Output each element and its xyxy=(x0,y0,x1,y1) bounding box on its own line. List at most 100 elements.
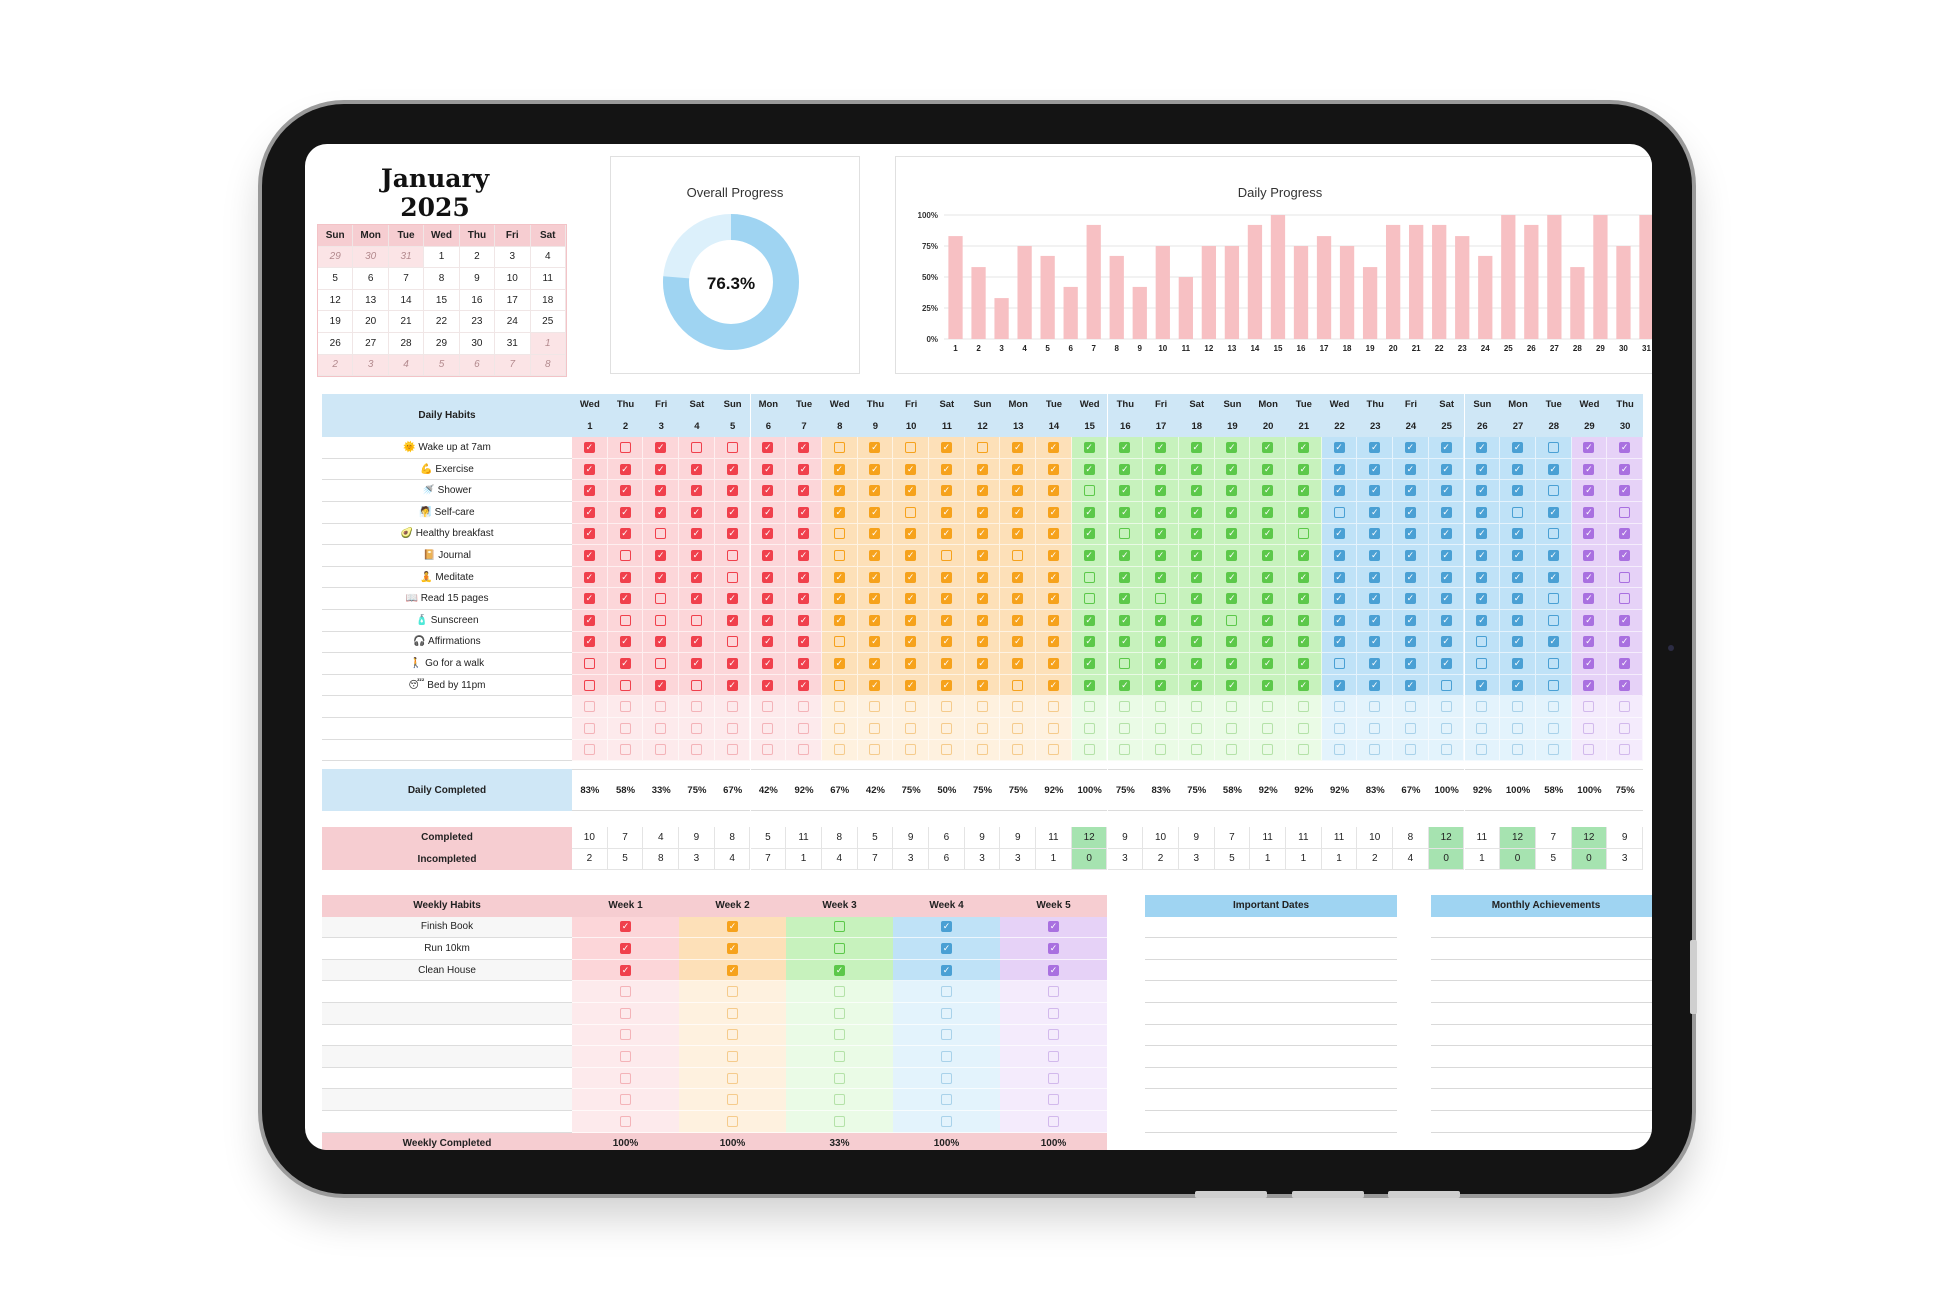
checkbox-empty[interactable] xyxy=(1262,701,1274,713)
calendar-day[interactable]: 28 xyxy=(388,332,425,355)
checkbox-empty[interactable] xyxy=(1297,528,1309,540)
checkbox-checked[interactable]: ✓ xyxy=(1047,614,1059,626)
checkbox-checked[interactable]: ✓ xyxy=(1369,485,1381,497)
checkbox-empty[interactable] xyxy=(834,1072,845,1084)
checkbox-checked[interactable]: ✓ xyxy=(1226,636,1238,648)
checkbox-checked[interactable]: ✓ xyxy=(1583,679,1595,691)
checkbox-checked[interactable]: ✓ xyxy=(1226,463,1238,475)
habit-name-empty[interactable] xyxy=(322,696,572,718)
checkbox-empty[interactable] xyxy=(1119,701,1131,713)
checkbox-checked[interactable]: ✓ xyxy=(583,636,595,648)
checkbox-checked[interactable]: ✓ xyxy=(690,657,702,669)
checkbox-checked[interactable]: ✓ xyxy=(869,571,881,583)
checkbox-empty[interactable] xyxy=(869,744,881,756)
calendar-day[interactable]: 15 xyxy=(424,289,460,312)
note-line[interactable] xyxy=(1431,938,1652,960)
checkbox-checked[interactable]: ✓ xyxy=(1512,485,1524,497)
checkbox-empty[interactable] xyxy=(690,722,702,734)
checkbox-checked[interactable]: ✓ xyxy=(940,441,952,453)
weekly-habit-name-empty[interactable] xyxy=(322,1111,572,1133)
checkbox-checked[interactable]: ✓ xyxy=(1297,679,1309,691)
checkbox-checked[interactable]: ✓ xyxy=(1512,463,1524,475)
checkbox-checked[interactable]: ✓ xyxy=(1476,528,1488,540)
checkbox-checked[interactable]: ✓ xyxy=(619,636,631,648)
weekly-habit-name-empty[interactable] xyxy=(322,1067,572,1090)
checkbox-checked[interactable]: ✓ xyxy=(1083,614,1095,626)
checkbox-checked[interactable]: ✓ xyxy=(1297,549,1309,561)
checkbox-empty[interactable] xyxy=(833,636,845,648)
checkbox-empty[interactable] xyxy=(1012,722,1024,734)
checkbox-checked[interactable]: ✓ xyxy=(1262,657,1274,669)
checkbox-checked[interactable]: ✓ xyxy=(1440,485,1452,497)
checkbox-checked[interactable]: ✓ xyxy=(834,964,845,976)
checkbox-empty[interactable] xyxy=(690,701,702,713)
checkbox-checked[interactable]: ✓ xyxy=(655,636,667,648)
checkbox-empty[interactable] xyxy=(1048,1029,1059,1041)
checkbox-empty[interactable] xyxy=(583,657,595,669)
habit-name[interactable]: 🌞 Wake up at 7am xyxy=(322,437,572,459)
checkbox-checked[interactable]: ✓ xyxy=(1512,636,1524,648)
checkbox-checked[interactable]: ✓ xyxy=(1297,506,1309,518)
checkbox-empty[interactable] xyxy=(620,1050,631,1062)
checkbox-checked[interactable]: ✓ xyxy=(976,485,988,497)
checkbox-empty[interactable] xyxy=(620,1029,631,1041)
checkbox-checked[interactable]: ✓ xyxy=(976,593,988,605)
checkbox-empty[interactable] xyxy=(1119,528,1131,540)
checkbox-checked[interactable]: ✓ xyxy=(1119,614,1131,626)
checkbox-checked[interactable]: ✓ xyxy=(690,549,702,561)
checkbox-checked[interactable]: ✓ xyxy=(1476,463,1488,475)
checkbox-checked[interactable]: ✓ xyxy=(869,485,881,497)
checkbox-checked[interactable]: ✓ xyxy=(1333,614,1345,626)
habit-name[interactable]: 😴 Bed by 11pm xyxy=(322,675,572,697)
checkbox-checked[interactable]: ✓ xyxy=(1476,571,1488,583)
checkbox-checked[interactable]: ✓ xyxy=(1262,636,1274,648)
checkbox-checked[interactable]: ✓ xyxy=(1047,571,1059,583)
checkbox-checked[interactable]: ✓ xyxy=(1190,549,1202,561)
checkbox-checked[interactable]: ✓ xyxy=(833,506,845,518)
checkbox-empty[interactable] xyxy=(940,722,952,734)
checkbox-empty[interactable] xyxy=(798,744,810,756)
checkbox-checked[interactable]: ✓ xyxy=(1083,463,1095,475)
calendar-day[interactable]: 21 xyxy=(388,311,425,333)
checkbox-checked[interactable]: ✓ xyxy=(1083,679,1095,691)
checkbox-checked[interactable]: ✓ xyxy=(655,549,667,561)
calendar-day[interactable]: 14 xyxy=(388,289,425,312)
checkbox-empty[interactable] xyxy=(690,744,702,756)
checkbox-checked[interactable]: ✓ xyxy=(1369,593,1381,605)
checkbox-empty[interactable] xyxy=(1297,722,1309,734)
checkbox-checked[interactable]: ✓ xyxy=(583,485,595,497)
checkbox-checked[interactable]: ✓ xyxy=(1333,528,1345,540)
checkbox-checked[interactable]: ✓ xyxy=(1190,463,1202,475)
checkbox-empty[interactable] xyxy=(869,722,881,734)
checkbox-checked[interactable]: ✓ xyxy=(1226,485,1238,497)
checkbox-empty[interactable] xyxy=(1476,701,1488,713)
checkbox-empty[interactable] xyxy=(1048,1115,1059,1127)
checkbox-empty[interactable] xyxy=(1476,636,1488,648)
note-line[interactable] xyxy=(1431,1046,1652,1068)
checkbox-empty[interactable] xyxy=(655,528,667,540)
calendar-day[interactable]: 31 xyxy=(495,332,531,355)
weekly-habit-name[interactable]: Run 10km xyxy=(322,938,572,960)
checkbox-checked[interactable]: ✓ xyxy=(762,506,774,518)
checkbox-empty[interactable] xyxy=(905,441,917,453)
note-line[interactable] xyxy=(1145,1003,1397,1025)
checkbox-checked[interactable]: ✓ xyxy=(620,921,631,933)
checkbox-checked[interactable]: ✓ xyxy=(940,485,952,497)
checkbox-empty[interactable] xyxy=(1083,593,1095,605)
note-line[interactable] xyxy=(1431,1089,1652,1111)
checkbox-empty[interactable] xyxy=(869,701,881,713)
checkbox-empty[interactable] xyxy=(1333,701,1345,713)
checkbox-empty[interactable] xyxy=(583,722,595,734)
checkbox-checked[interactable]: ✓ xyxy=(762,441,774,453)
checkbox-checked[interactable]: ✓ xyxy=(1476,679,1488,691)
checkbox-empty[interactable] xyxy=(1619,506,1631,518)
checkbox-checked[interactable]: ✓ xyxy=(905,485,917,497)
checkbox-empty[interactable] xyxy=(1619,701,1631,713)
checkbox-empty[interactable] xyxy=(1547,722,1559,734)
calendar-day[interactable]: 30 xyxy=(459,332,496,355)
checkbox-checked[interactable]: ✓ xyxy=(869,593,881,605)
checkbox-checked[interactable]: ✓ xyxy=(1583,571,1595,583)
checkbox-checked[interactable]: ✓ xyxy=(940,463,952,475)
checkbox-checked[interactable]: ✓ xyxy=(1333,549,1345,561)
checkbox-checked[interactable]: ✓ xyxy=(940,657,952,669)
